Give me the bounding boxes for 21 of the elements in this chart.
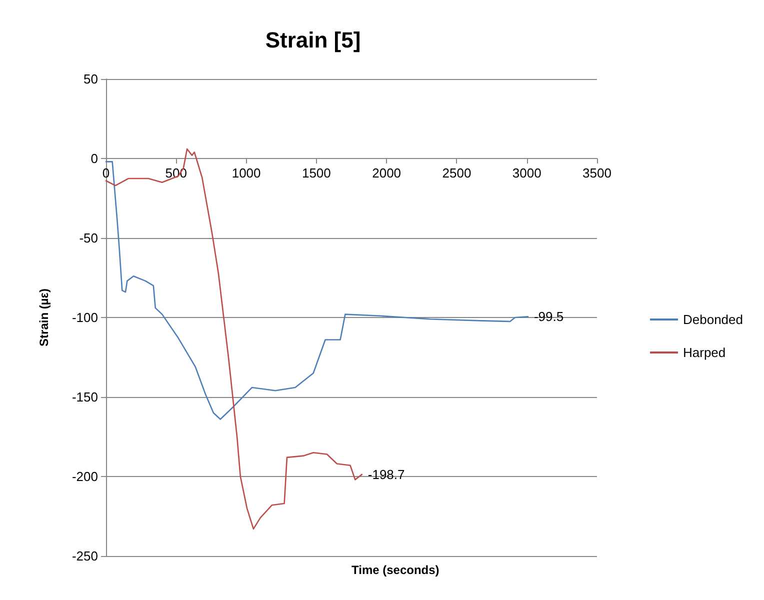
y-tick-label: 50 — [84, 72, 98, 86]
y-axis-title: Strain (µε) — [37, 288, 51, 346]
legend-label: Harped — [683, 345, 726, 360]
x-tick-label: 0 — [102, 166, 110, 180]
x-axis-title: Time (seconds) — [351, 563, 440, 577]
x-tick-label: 2500 — [442, 166, 472, 180]
x-tick-label: 3000 — [512, 166, 542, 180]
y-tick-label: -200 — [72, 469, 98, 484]
y-tick-label: -250 — [72, 548, 98, 564]
x-tick-label: 1000 — [232, 166, 261, 180]
y-tick-label: -100 — [72, 310, 98, 325]
x-tick-label: 1500 — [302, 166, 331, 180]
annotation: -99.5 — [534, 309, 564, 324]
y-tick-label: 0 — [90, 151, 98, 166]
annotation: -198.7 — [368, 466, 405, 482]
y-tick-label: -50 — [79, 230, 98, 246]
chart-title: Strain [5] — [265, 28, 361, 52]
x-tick-label: 2000 — [372, 166, 402, 180]
y-tick-label: -150 — [72, 390, 98, 404]
x-tick-label: 3500 — [582, 166, 612, 180]
legend-label: Debonded — [683, 312, 743, 327]
